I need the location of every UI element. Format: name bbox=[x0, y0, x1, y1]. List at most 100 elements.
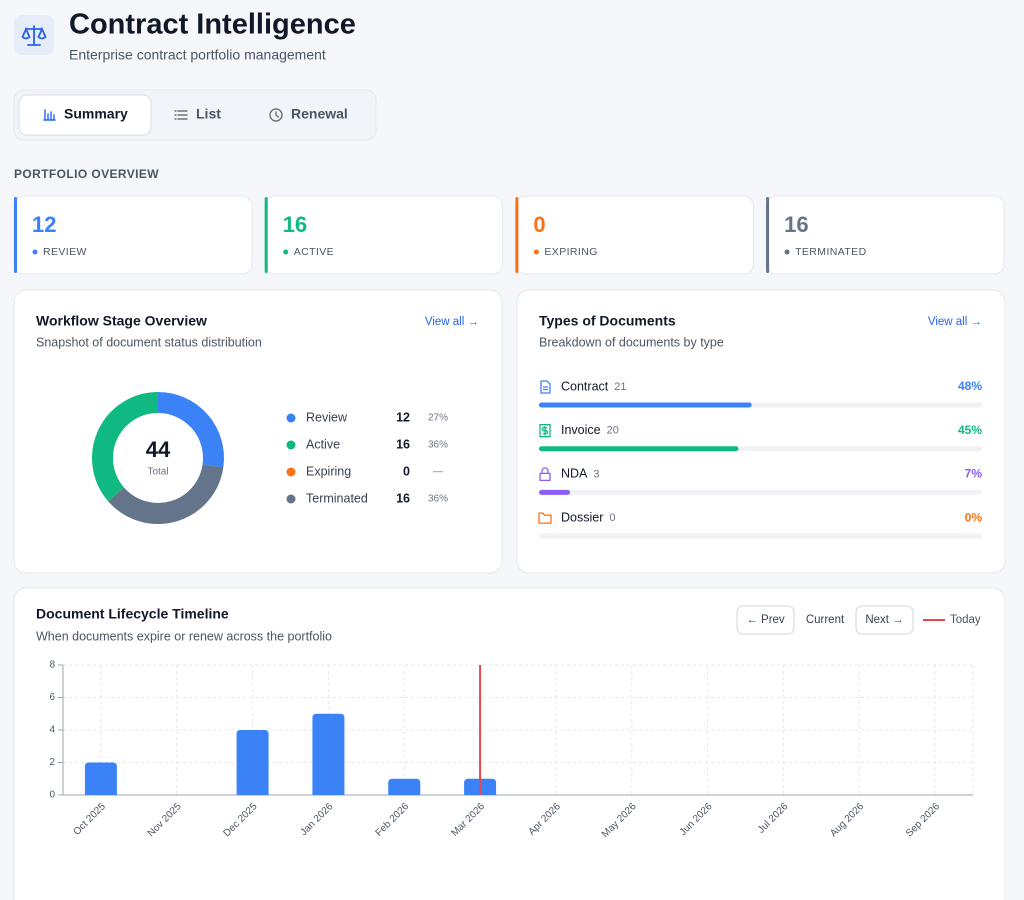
doc-count: 20 bbox=[607, 425, 619, 437]
stat-value: 16 bbox=[784, 212, 808, 237]
doc-count: 21 bbox=[614, 381, 626, 393]
stat-card-accent bbox=[766, 197, 770, 273]
doc-name: Invoice bbox=[561, 423, 601, 437]
legend-name: Terminated bbox=[306, 491, 368, 505]
card-subtitle: Snapshot of document status distribution bbox=[36, 335, 262, 349]
y-tick-label: 0 bbox=[49, 790, 55, 801]
tab-label[interactable]: Summary bbox=[64, 106, 128, 122]
bar bbox=[388, 778, 421, 795]
stat-card-accent bbox=[515, 197, 519, 273]
legend-value: 0 bbox=[403, 464, 410, 478]
tab-active-bg bbox=[18, 94, 152, 136]
legend-dot bbox=[286, 494, 296, 504]
donut-segment bbox=[108, 463, 224, 524]
tab-label[interactable]: Renewal bbox=[291, 106, 348, 122]
legend-name: Expiring bbox=[306, 464, 351, 478]
card-subtitle: Breakdown of documents by type bbox=[539, 335, 724, 349]
stat-value: 0 bbox=[533, 212, 545, 237]
doc-track bbox=[539, 489, 982, 495]
doc-icon bbox=[540, 380, 551, 394]
doc-icon bbox=[538, 512, 552, 524]
stat-label: TERMINATED bbox=[795, 246, 866, 258]
doc-percent: 7% bbox=[965, 467, 983, 481]
document-types: Contract 21 48% Invoice 20 45% NDA 3 7% Dossier 0 0… bbox=[538, 379, 983, 539]
card-title: Document Lifecycle Timeline bbox=[36, 606, 229, 622]
prev-button-label[interactable]: ← Prev bbox=[746, 614, 785, 626]
donut-segment bbox=[92, 392, 159, 502]
doc-bar bbox=[539, 489, 571, 495]
current-button[interactable]: Current bbox=[806, 614, 845, 626]
stat-label: ACTIVE bbox=[294, 246, 334, 258]
doc-percent: 0% bbox=[965, 510, 983, 524]
legend-percent: 36% bbox=[428, 440, 448, 451]
card-title: Types of Documents bbox=[539, 313, 676, 329]
legend-percent: 27% bbox=[428, 413, 448, 424]
legend-dot bbox=[286, 440, 296, 450]
view-all-link[interactable]: View all → bbox=[928, 316, 982, 328]
donut: Review 12 27% Active 16 36% Expiring 0 — Terminat… bbox=[92, 392, 448, 524]
stat-card-accent bbox=[264, 197, 268, 273]
stat-value: 16 bbox=[283, 212, 307, 237]
legend-value: 12 bbox=[396, 410, 410, 424]
next-button-label[interactable]: Next → bbox=[865, 614, 903, 626]
tab-icon bbox=[269, 108, 283, 122]
donut-segment bbox=[157, 392, 224, 468]
stat-value: 12 bbox=[32, 212, 56, 237]
doc-name: Contract bbox=[561, 379, 609, 393]
bar bbox=[236, 730, 269, 795]
doc-count: 3 bbox=[593, 468, 599, 480]
stat-label: REVIEW bbox=[43, 246, 87, 258]
legend-percent: 36% bbox=[428, 494, 448, 505]
bar bbox=[84, 762, 117, 795]
bar bbox=[312, 713, 345, 795]
doc-bar bbox=[539, 402, 752, 408]
tab-icon bbox=[174, 110, 188, 120]
legend-value: 16 bbox=[396, 437, 410, 451]
documents-card bbox=[516, 289, 1006, 574]
doc-count: 0 bbox=[609, 512, 615, 524]
workflow-card bbox=[13, 289, 503, 574]
tabs: Summary List Renewal bbox=[18, 94, 348, 136]
doc-percent: 48% bbox=[958, 379, 982, 393]
doc-percent: 45% bbox=[958, 423, 982, 437]
y-tick-label: 8 bbox=[49, 660, 55, 671]
doc-name: Dossier bbox=[561, 510, 603, 524]
stat-cards: 12 REVIEW 16 ACTIVE 0 EXPIRING 16 TERMINATED bbox=[13, 195, 1005, 275]
stat-dot bbox=[784, 249, 790, 255]
timeline-card bbox=[13, 587, 1006, 900]
card-title: Workflow Stage Overview bbox=[36, 313, 207, 329]
stat-label: EXPIRING bbox=[544, 246, 597, 258]
app-subtitle: Enterprise contract portfolio management bbox=[69, 47, 326, 63]
doc-track bbox=[539, 533, 982, 539]
donut-total-label: Total bbox=[147, 467, 168, 478]
next-button[interactable] bbox=[855, 605, 914, 635]
today-legend-label: Today bbox=[950, 614, 981, 626]
view-all-link[interactable]: View all → bbox=[425, 316, 479, 328]
stat-card bbox=[514, 195, 754, 275]
logo-icon bbox=[21, 25, 47, 46]
stat-card-accent bbox=[14, 197, 17, 273]
stat-dot bbox=[283, 249, 289, 255]
section-heading: PORTFOLIO OVERVIEW bbox=[14, 167, 159, 181]
y-tick-label: 6 bbox=[49, 692, 55, 703]
y-tick-label: 4 bbox=[49, 725, 55, 736]
doc-bar bbox=[539, 446, 739, 452]
card-subtitle: When documents expire or renew across th… bbox=[36, 629, 332, 643]
legend-dot bbox=[286, 413, 296, 423]
stat-dot bbox=[32, 249, 38, 255]
doc-name: NDA bbox=[561, 467, 588, 481]
doc-icon bbox=[539, 467, 551, 482]
y-tick-label: 2 bbox=[49, 757, 55, 768]
stat-dot bbox=[533, 249, 539, 255]
app-title: Contract Intelligence bbox=[69, 9, 356, 41]
legend-percent: — bbox=[433, 467, 443, 478]
prev-button[interactable] bbox=[736, 605, 795, 635]
legend-dot bbox=[286, 467, 296, 477]
doc-icon bbox=[539, 424, 551, 438]
legend-name: Review bbox=[306, 410, 348, 424]
legend-value: 16 bbox=[396, 491, 410, 505]
donut-total: 44 bbox=[146, 437, 171, 462]
tab-label[interactable]: List bbox=[196, 106, 221, 122]
